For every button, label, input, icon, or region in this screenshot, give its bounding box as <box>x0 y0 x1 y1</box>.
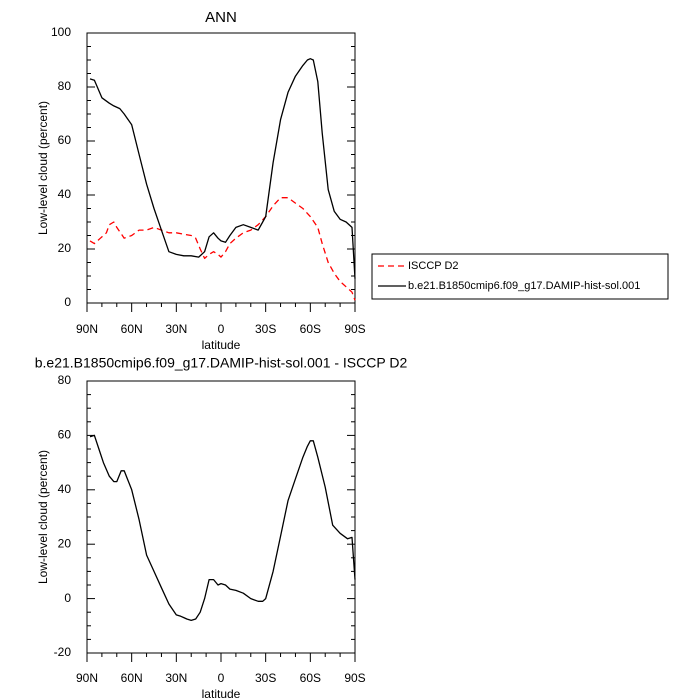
x-tick-label: 60N <box>121 671 143 685</box>
series-line-1 <box>89 434 356 622</box>
y-tick-label: 60 <box>58 133 72 147</box>
x-tick-label: 60S <box>300 671 321 685</box>
y-tick-label: 60 <box>58 428 72 442</box>
x-tick-label: 90N <box>76 322 98 336</box>
chart-panel-1: ANN 0 20 40 60 80 100 90N 60N 30N 0 30S 60S 90S latitu… <box>36 9 669 352</box>
x-tick-label: 90S <box>344 322 365 336</box>
x-axis-label: latitude <box>202 338 241 352</box>
plot-frame <box>86 32 356 304</box>
y-tick-label: 100 <box>51 25 71 39</box>
chart-title: b.e21.B1850cmip6.f09_g17.DAMIP-hist-sol.… <box>35 355 408 371</box>
y-tick-label: 20 <box>58 536 72 550</box>
chart-title: ANN <box>205 9 237 26</box>
y-tick-label: 40 <box>58 482 72 496</box>
x-tick-label: 0 <box>218 671 225 685</box>
y-tick-label: -20 <box>54 645 72 659</box>
series-line-1 <box>89 197 356 301</box>
y-tick-label: 20 <box>58 241 72 255</box>
x-tick-label: 90N <box>76 671 98 685</box>
y-axis-label: Low-level cloud (percent) <box>36 101 50 235</box>
chart-panel-2: b.e21.B1850cmip6.f09_g17.DAMIP-hist-sol.… <box>35 355 408 700</box>
y-axis-label: Low-level cloud (percent) <box>36 450 50 584</box>
series-line-2 <box>89 58 356 279</box>
legend-entry-2: b.e21.B1850cmip6.f09_g17.DAMIP-hist-sol.… <box>408 280 640 292</box>
x-tick-label: 90S <box>344 671 365 685</box>
y-tick-label: 0 <box>64 591 71 605</box>
x-tick-label: 30S <box>255 322 276 336</box>
legend-box <box>371 253 669 300</box>
x-tick-label: 0 <box>218 322 225 336</box>
x-tick-label: 30S <box>255 671 276 685</box>
y-tick-label: 40 <box>58 187 72 201</box>
y-tick-label: 80 <box>58 79 72 93</box>
y-tick-label: 0 <box>64 295 71 309</box>
x-tick-label: 30N <box>165 322 187 336</box>
x-tick-label: 60N <box>121 322 143 336</box>
x-axis-label: latitude <box>202 687 241 700</box>
y-tick-label: 80 <box>58 373 72 387</box>
x-tick-label: 60S <box>300 322 321 336</box>
x-tick-label: 30N <box>165 671 187 685</box>
legend-entry-1: ISCCP D2 <box>408 260 459 272</box>
plot-frame <box>86 380 356 654</box>
legend: ISCCP D2 b.e21.B1850cmip6.f09_g17.DAMIP-h… <box>371 253 669 300</box>
